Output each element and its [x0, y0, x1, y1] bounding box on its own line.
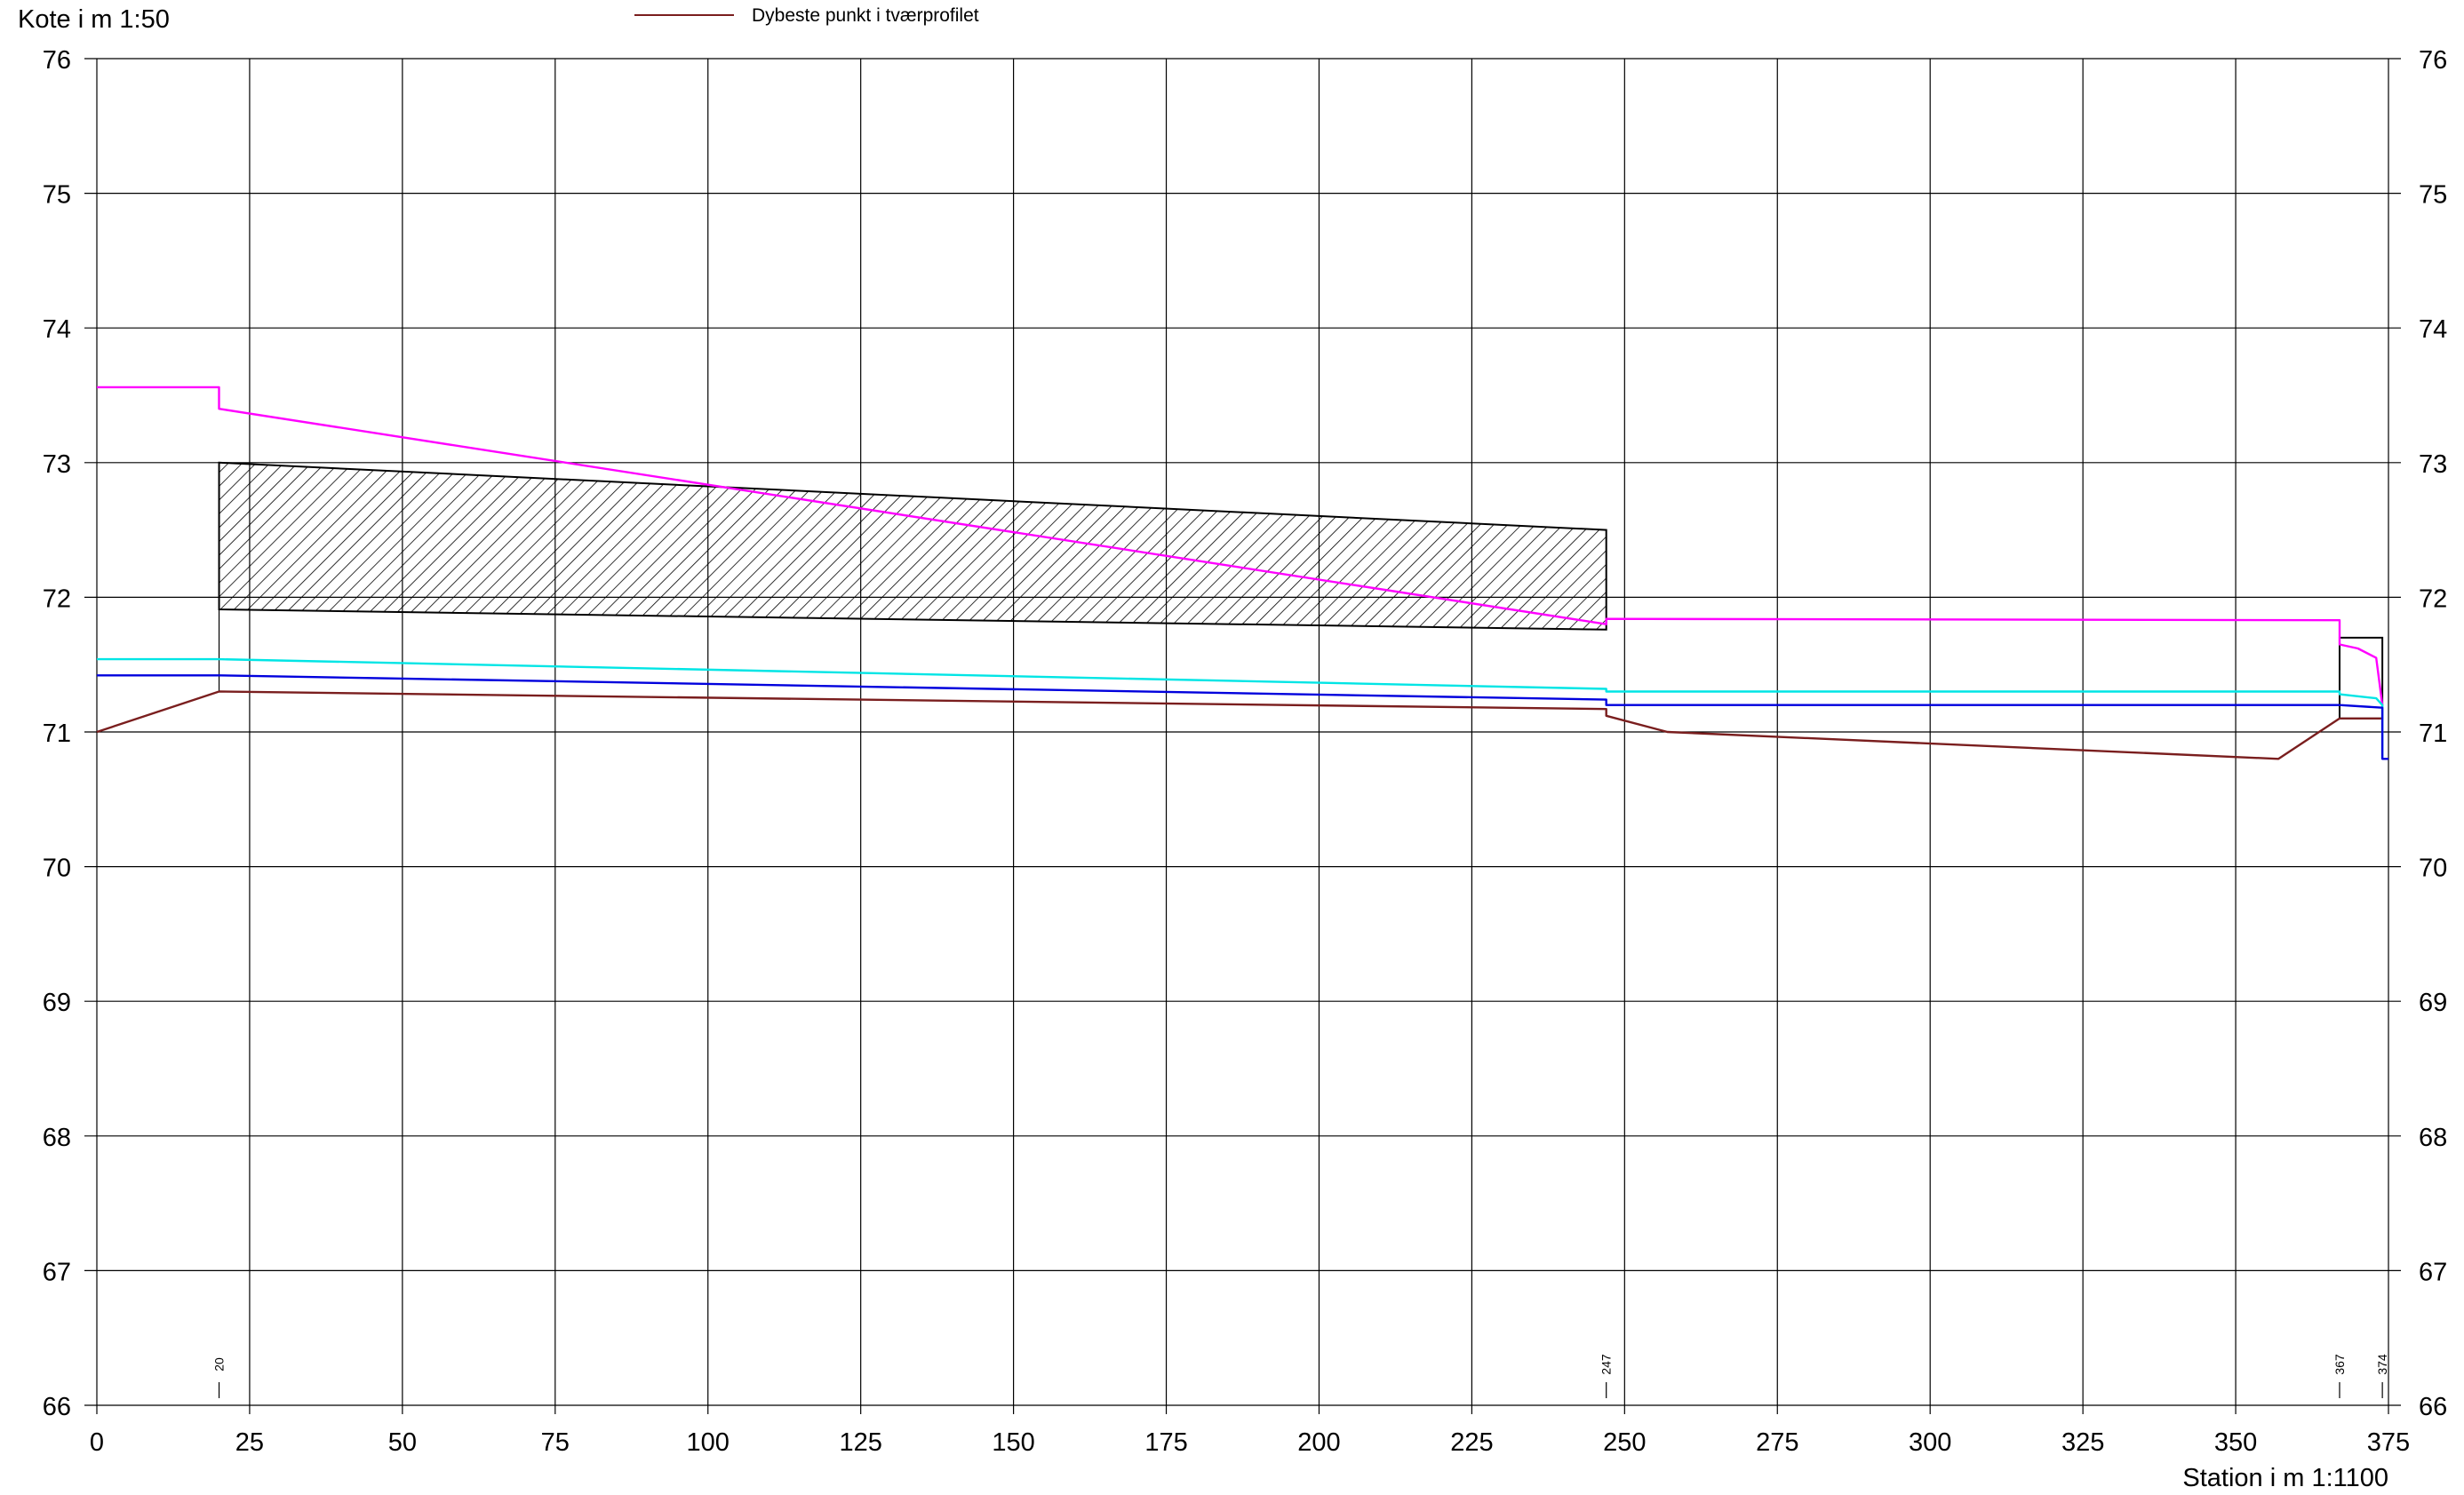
y-tick-label-left: 72: [43, 584, 71, 613]
y-tick-label-left: 73: [43, 450, 71, 479]
hatched-structure: [218, 461, 1607, 631]
y-tick-label-right: 66: [2419, 1393, 2447, 1421]
y-tick-label-right: 71: [2419, 720, 2447, 748]
y-tick-label-left: 74: [43, 315, 71, 344]
y-tick-label-right: 69: [2419, 989, 2447, 1017]
x-tick-label: 275: [1756, 1428, 1798, 1457]
x-tick-label: 175: [1144, 1428, 1187, 1457]
station-label: 367: [2332, 1354, 2347, 1375]
x-tick-label: 75: [541, 1428, 570, 1457]
x-tick-label: 300: [1909, 1428, 1951, 1457]
series-lines: [96, 386, 2388, 760]
x-tick-label: 325: [2061, 1428, 2104, 1457]
x-tick-label: 50: [388, 1428, 417, 1457]
x-tick-label: 25: [235, 1428, 264, 1457]
series-line: [97, 657, 2384, 759]
x-tick-label: 225: [1450, 1428, 1493, 1457]
x-tick-label: 200: [1297, 1428, 1340, 1457]
structures: [218, 461, 2384, 720]
x-tick-label: 250: [1603, 1428, 1646, 1457]
station-label: 247: [1599, 1354, 1614, 1375]
y-tick-label-right: 76: [2419, 46, 2447, 75]
series-line: [97, 674, 2388, 760]
y-tick-label-right: 72: [2419, 584, 2447, 613]
station-label: 374: [2375, 1354, 2389, 1375]
y-tick-label-right: 67: [2419, 1258, 2447, 1286]
legend-label: Dybeste punkt i tværprofilet: [752, 5, 979, 26]
profile-stations: 20 247 367 374: [212, 1354, 2389, 1398]
y-tick-label-left: 71: [43, 720, 71, 748]
tick-labels: 0 25 50 75 100 125 150 175 200 225 250 275 300 325 350…: [43, 46, 2448, 1457]
y-tick-label-right: 70: [2419, 855, 2447, 883]
x-tick-label: 375: [2367, 1428, 2410, 1457]
y-tick-label-left: 70: [43, 855, 71, 883]
y-tick-label-right: 75: [2419, 181, 2447, 210]
y-tick-label-left: 75: [43, 181, 71, 210]
y-axis-label: Kote i m 1:50: [18, 5, 170, 34]
x-tick-label: 100: [687, 1428, 730, 1457]
y-tick-label-right: 74: [2419, 315, 2447, 344]
y-tick-label-left: 68: [43, 1124, 71, 1152]
x-tick-label: 350: [2214, 1428, 2257, 1457]
y-tick-label-right: 73: [2419, 450, 2447, 479]
y-tick-label-left: 76: [43, 46, 71, 75]
series-line: [96, 690, 2383, 760]
x-tick-label: 125: [839, 1428, 881, 1457]
grid: [84, 58, 2401, 1414]
station-label: 20: [212, 1357, 227, 1372]
x-tick-label: 150: [992, 1428, 1034, 1457]
x-axis-label: Station i m 1:1100: [2182, 1464, 2388, 1492]
y-tick-label-right: 68: [2419, 1124, 2447, 1152]
series-line: [97, 386, 2384, 705]
y-tick-label-left: 67: [43, 1258, 71, 1286]
legend: Dybeste punkt i tværprofilet: [634, 5, 979, 26]
y-tick-label-left: 69: [43, 989, 71, 1017]
y-tick-label-left: 66: [43, 1393, 71, 1421]
x-tick-label: 0: [90, 1428, 104, 1457]
